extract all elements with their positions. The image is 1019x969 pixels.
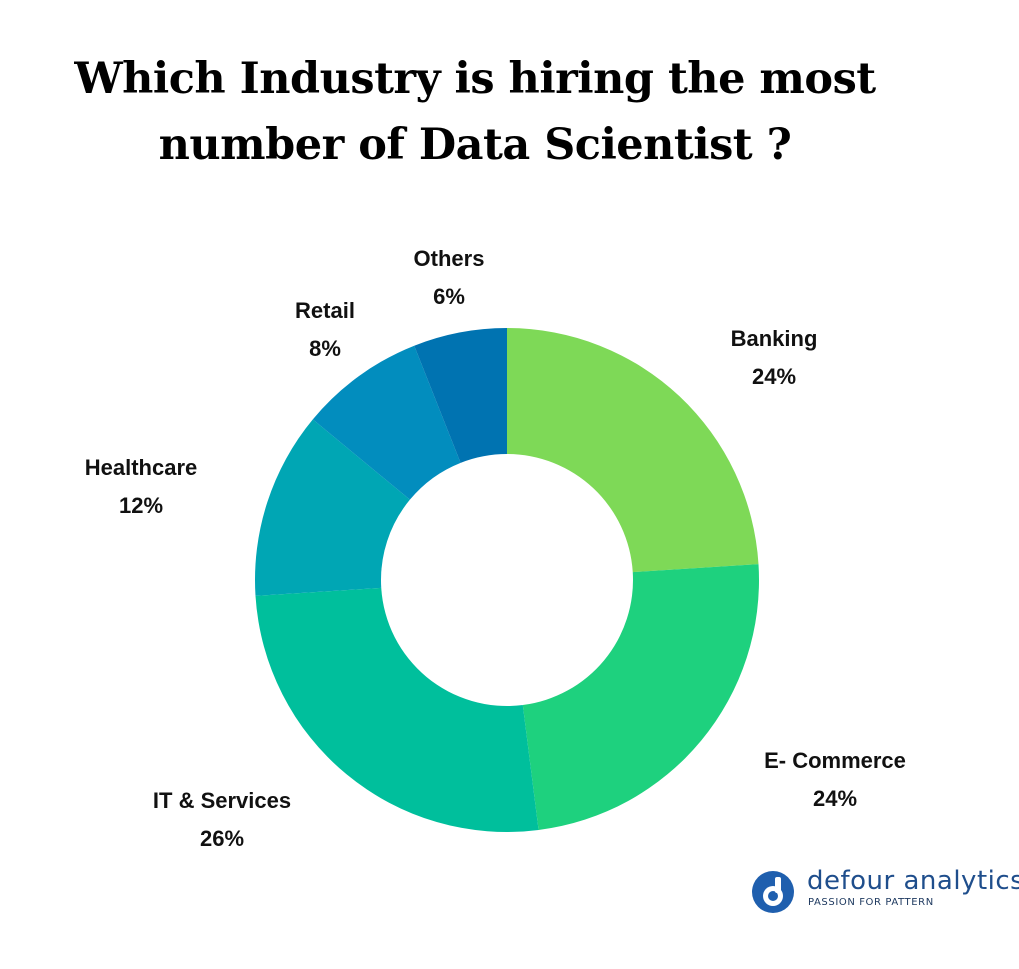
slice-label-banking-value: 24% [751,364,797,389]
slice-banking [507,328,759,573]
slice-it-services [255,587,539,832]
slice-label-it-services: IT & Services 26% [127,782,317,858]
brand-logo-icon [752,871,794,913]
slice-healthcare [255,419,410,596]
slice-label-retail-value: 8% [309,336,341,361]
slice-others [414,328,507,463]
slice-label-others: Others 6% [389,240,509,316]
slice-label-ecommerce-name: E- Commerce [764,748,906,773]
slice-label-retail-name: Retail [295,298,355,323]
brand-name: defour analytics [807,866,1019,896]
slice-label-banking: Banking 24% [714,320,834,396]
slice-label-healthcare-value: 12% [118,493,164,518]
chart-title: Which Industry is hiring the most number… [0,46,950,178]
brand-block: defour analytics PASSION FOR PATTERN [751,866,1019,916]
slice-retail [312,345,461,500]
brand-tagline: PASSION FOR PATTERN [808,897,934,908]
slice-label-healthcare-name: Healthcare [84,455,198,480]
slice-ecommerce [522,564,759,831]
slice-label-banking-name: Banking [730,326,818,351]
slice-label-it-services-value: 26% [199,826,245,851]
chart-title-line-1: Which Industry is hiring the most [74,54,876,104]
slice-label-ecommerce-value: 24% [812,786,858,811]
slice-label-retail: Retail 8% [270,292,380,368]
slice-label-it-services-name: IT & Services [152,788,292,813]
slice-label-others-name: Others [413,246,485,271]
slice-label-healthcare: Healthcare 12% [56,449,226,525]
slice-label-others-value: 6% [433,284,465,309]
slice-label-ecommerce: E- Commerce 24% [740,742,930,818]
chart-title-line-2: number of Data Scientist ? [158,120,792,170]
